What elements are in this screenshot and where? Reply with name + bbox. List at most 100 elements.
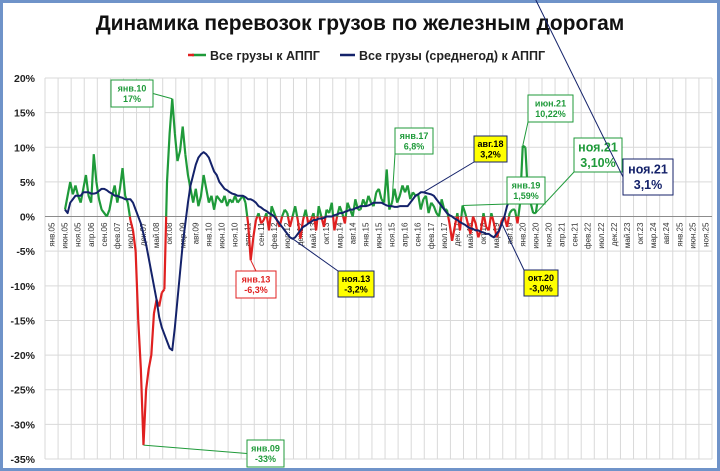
y-tick-label: -20%	[10, 350, 35, 362]
x-tick-label: июн.20	[531, 222, 540, 249]
annotation-date: янв.10	[118, 83, 147, 93]
annotation-date: ноя.13	[342, 274, 371, 284]
x-tick-label: авг.14	[348, 222, 357, 244]
annotation-box	[622, 158, 674, 196]
y-tick-label: -35%	[10, 454, 35, 466]
series-line-all-cargo-positive	[63, 98, 540, 218]
y-tick-label: -10%	[10, 281, 35, 293]
annotation-value: -3,2%	[344, 285, 368, 295]
series	[63, 98, 540, 446]
annotation-leader-line	[152, 93, 173, 100]
x-tick-label: окт.08	[165, 222, 174, 244]
y-axis: 20% 15% 10% 5% 0% -5% -10% -15% -20% -25% -30% -35%	[10, 73, 35, 466]
annotation-date: июн.21	[535, 98, 566, 108]
x-tick-label: май.23	[623, 222, 632, 248]
x-tick-label: апр.06	[87, 222, 96, 247]
annotation-date: янв.09	[251, 443, 280, 453]
annotation-value: 17%	[123, 94, 141, 104]
x-tick-label: сен.11	[257, 222, 266, 246]
annotation-date: авг.18	[478, 139, 504, 149]
x-tick-label: авг.24	[662, 222, 671, 244]
x-tick-label: май.18	[466, 222, 475, 248]
annotation-box	[235, 270, 277, 299]
annotation-leader-line	[522, 121, 529, 146]
annotation-leader-line	[535, 0, 624, 178]
x-tick-label: дек.17	[453, 222, 462, 246]
x-tick-label: июн.05	[61, 222, 70, 249]
x-tick-label: янв.05	[48, 222, 57, 247]
annotation-leader-line	[391, 153, 396, 203]
x-tick-label: дек.22	[610, 222, 619, 246]
x-tick-label: июл.17	[440, 222, 449, 249]
annotation-value: -6,3%	[244, 285, 268, 295]
x-tick-label: авг.19	[505, 222, 514, 244]
x-tick-label: янв.10	[204, 222, 213, 247]
annotation-box	[337, 270, 375, 298]
x-tick-label: мар.24	[649, 222, 658, 248]
annotation-box	[527, 94, 574, 123]
x-tick-label: авг.09	[191, 222, 200, 244]
annotation-leader-line	[423, 161, 475, 193]
annotation-box	[573, 137, 623, 173]
annotation-leader-line	[250, 259, 257, 272]
annotation-date: янв.17	[400, 131, 429, 141]
y-tick-label: 5%	[20, 177, 36, 189]
annotation-value: -3,0%	[529, 284, 553, 294]
x-tick-label: янв.20	[518, 222, 527, 247]
annotation-leader-line	[535, 171, 575, 214]
annotation-date: окт.20	[528, 273, 554, 283]
annotation-box	[110, 79, 154, 108]
y-tick-label: -5%	[16, 246, 35, 258]
y-tick-label: -25%	[10, 385, 35, 397]
annotation-leader-line	[462, 203, 508, 207]
x-tick-label: фев.22	[584, 222, 593, 249]
x-tick-label: фев.12	[270, 222, 279, 249]
annotation-leader-line	[501, 223, 525, 271]
annotation-box	[394, 127, 434, 155]
grid	[44, 77, 713, 460]
annotation-leader-line	[143, 444, 248, 454]
x-tick-label: июн.10	[218, 222, 227, 249]
series-line-average	[64, 151, 518, 352]
x-tick-label: ноя.10	[231, 222, 240, 247]
annotation-box	[523, 269, 559, 297]
x-tick-label: окт.13	[322, 222, 331, 244]
annotation-value: 10,22%	[535, 109, 566, 119]
annotation-date: янв.13	[242, 274, 271, 284]
x-tick-label: фев.07	[113, 222, 122, 249]
annotation-date: ноя.21	[628, 163, 668, 177]
x-tick-label: ноя.20	[545, 222, 554, 247]
annotation-box	[506, 176, 546, 205]
x-tick-label: июн.25	[688, 222, 697, 249]
y-tick-label: 0%	[20, 212, 36, 224]
x-tick-label: янв.25	[675, 222, 684, 247]
x-tick-label: мар.09	[178, 222, 187, 248]
y-tick-label: 10%	[14, 142, 36, 154]
annotation-leader-line	[292, 238, 339, 272]
legend-label-all-cargo: Все грузы к АППГ	[210, 49, 320, 63]
y-tick-label: -30%	[10, 419, 35, 431]
chart-title: Динамика перевозок грузов по железным до…	[96, 12, 625, 35]
x-tick-label: ноя.15	[388, 222, 397, 247]
annotation-value: 3,2%	[480, 150, 501, 160]
x-tick-label: ноя.05	[74, 222, 83, 247]
annotation-box	[246, 439, 285, 468]
x-tick-label: мар.14	[335, 222, 344, 248]
x-tick-label: май.13	[309, 222, 318, 248]
x-tick-label: окт.23	[636, 222, 645, 244]
x-tick-label: сен.06	[100, 222, 109, 247]
legend: Все грузы к АППГ Все грузы (среднегод) к…	[188, 49, 545, 63]
series-line-all-cargo-negative	[128, 215, 520, 446]
x-tick-label: май.08	[152, 222, 161, 248]
x-tick-label: апр.21	[558, 222, 567, 247]
x-tick-label: апр.16	[401, 222, 410, 247]
annotation-value: 6,8%	[404, 142, 425, 152]
x-tick-label: сен.16	[414, 222, 423, 247]
x-tick-label: сен.21	[571, 222, 580, 247]
annotation-box	[473, 135, 508, 163]
annotation-date: янв.19	[512, 180, 541, 190]
annotations: янв.1017%янв.09-33%янв.13-6,3%ноя.13-3,2…	[110, 0, 674, 468]
annotation-value: 3,10%	[580, 156, 615, 170]
x-tick-label: фев.17	[427, 222, 436, 249]
